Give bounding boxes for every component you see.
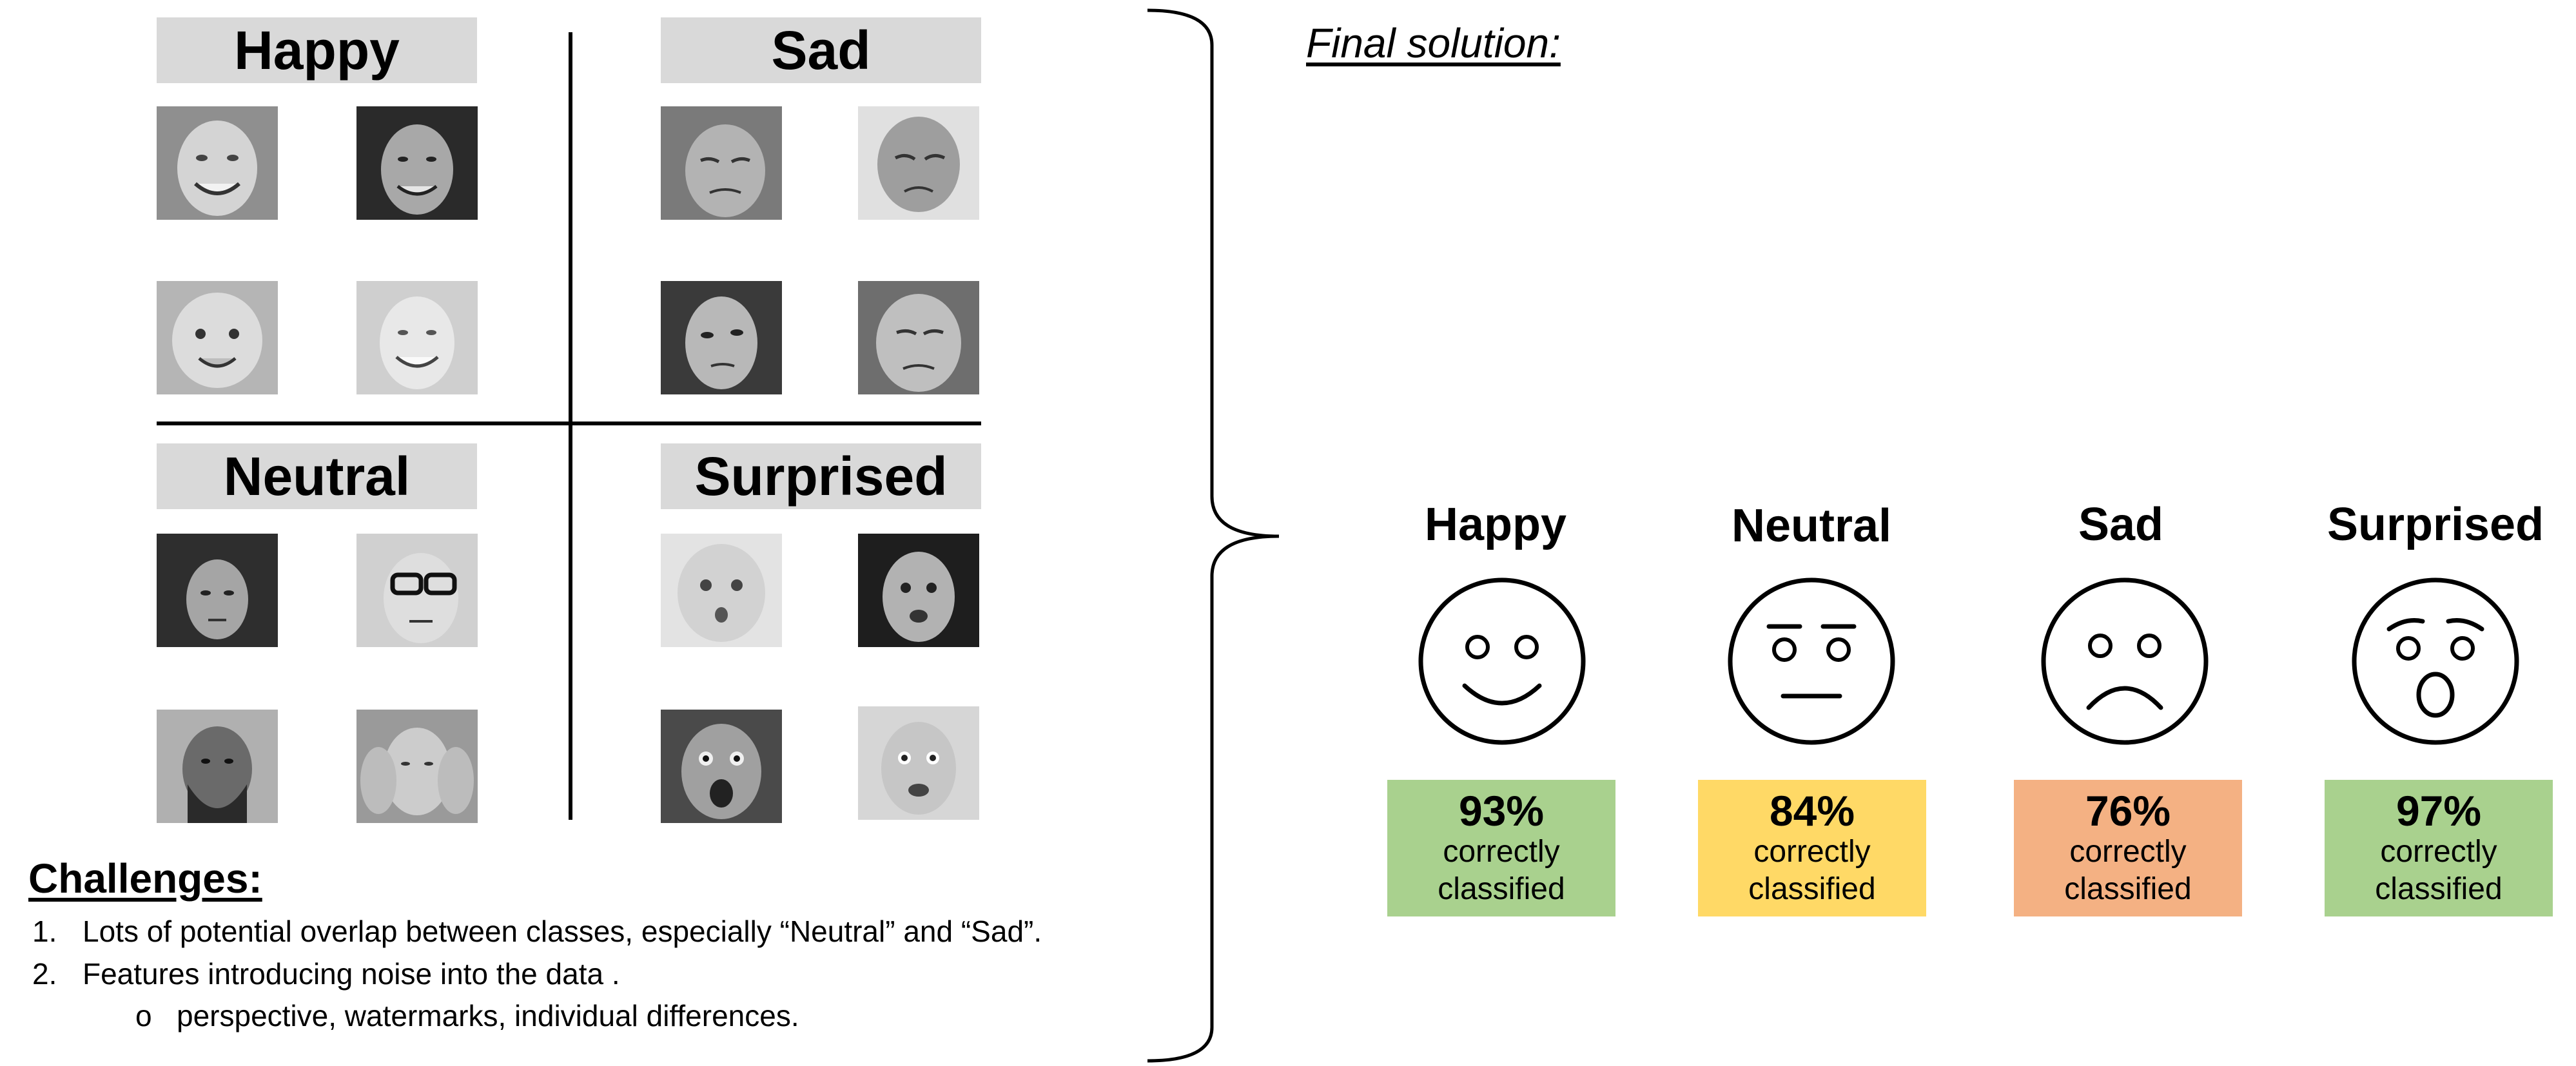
result-label-surprised: Surprised bbox=[2327, 499, 2544, 550]
header-surprised: Surprised bbox=[661, 443, 981, 509]
curly-brace-icon bbox=[1147, 8, 1280, 1063]
header-sad: Sad bbox=[661, 17, 981, 83]
header-neutral: Neutral bbox=[157, 443, 477, 509]
result-caption-line2: classified bbox=[1438, 871, 1565, 906]
result-caption-line1: correctly bbox=[1443, 835, 1560, 869]
result-caption-line2: classified bbox=[1748, 871, 1876, 906]
face-photo-happy-1 bbox=[157, 106, 278, 220]
face-photo-surprised-1 bbox=[661, 534, 782, 647]
neutral-face-icon bbox=[1728, 577, 1895, 745]
face-photo-sad-1 bbox=[661, 106, 782, 220]
challenge-number: 2. bbox=[32, 957, 57, 991]
challenge-sub-text: perspective, watermarks, individual diff… bbox=[177, 999, 799, 1032]
face-photo-sad-4 bbox=[858, 281, 979, 394]
result-caption-line2: classified bbox=[2064, 871, 2192, 906]
face-photo-happy-2 bbox=[356, 106, 478, 220]
face-photo-neutral-1 bbox=[157, 534, 278, 647]
result-caption-line2: classified bbox=[2375, 871, 2503, 906]
result-label-neutral: Neutral bbox=[1731, 500, 1892, 552]
face-photo-sad-3 bbox=[661, 281, 782, 394]
result-caption-line1: correctly bbox=[2069, 835, 2187, 869]
challenge-text: Lots of potential overlap between classe… bbox=[83, 915, 1042, 948]
vertical-divider bbox=[569, 32, 572, 820]
result-percent: 76% bbox=[2085, 786, 2171, 835]
challenge-number: 1. bbox=[32, 915, 57, 948]
result-label-sad: Sad bbox=[2078, 499, 2164, 550]
result-caption-line1: correctly bbox=[2380, 835, 2497, 869]
result-percent: 84% bbox=[1769, 786, 1855, 835]
result-caption-line1: correctly bbox=[1753, 835, 1871, 869]
horizontal-divider bbox=[157, 422, 981, 425]
face-photo-neutral-2 bbox=[356, 534, 478, 647]
face-photo-happy-3 bbox=[157, 281, 278, 394]
result-box-happy: 93% correctly classified bbox=[1387, 780, 1615, 916]
sad-face-icon bbox=[2041, 577, 2209, 745]
face-photo-sad-2 bbox=[858, 106, 979, 220]
result-label-happy: Happy bbox=[1424, 499, 1567, 550]
happy-face-icon bbox=[1418, 577, 1586, 745]
face-photo-neutral-3 bbox=[157, 710, 278, 823]
result-percent: 97% bbox=[2395, 786, 2482, 835]
sub-bullet: o bbox=[135, 999, 152, 1032]
face-photo-surprised-3 bbox=[661, 710, 782, 823]
face-photo-neutral-4 bbox=[356, 710, 478, 823]
challenges-title: Challenges: bbox=[28, 855, 262, 902]
final-solution-title: Final solution: bbox=[1306, 20, 1561, 66]
result-box-sad: 76% correctly classified bbox=[2014, 780, 2242, 916]
result-percent: 93% bbox=[1458, 786, 1545, 835]
face-photo-surprised-2 bbox=[858, 534, 979, 647]
face-photo-happy-4 bbox=[356, 281, 478, 394]
surprised-face-icon bbox=[2352, 577, 2519, 745]
challenge-text: Features introducing noise into the data… bbox=[83, 957, 620, 991]
result-box-surprised: 97% correctly classified bbox=[2325, 780, 2553, 916]
result-box-neutral: 84% correctly classified bbox=[1698, 780, 1926, 916]
header-happy: Happy bbox=[157, 17, 477, 83]
face-photo-surprised-4 bbox=[858, 706, 979, 820]
